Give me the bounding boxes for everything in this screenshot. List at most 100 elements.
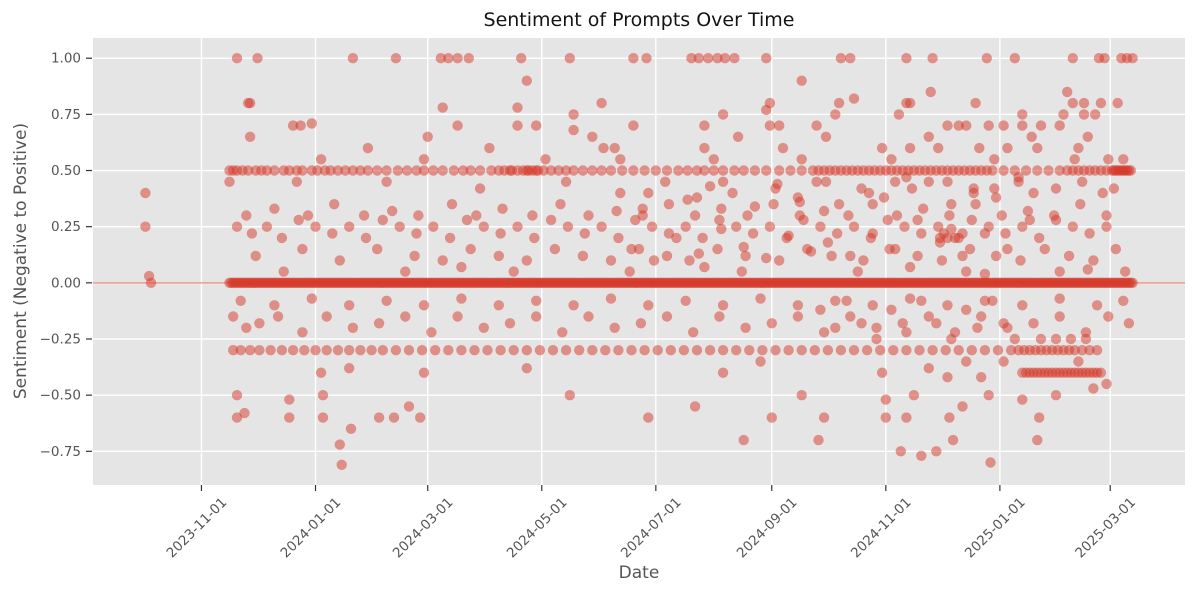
scatter-point: [299, 345, 310, 356]
x-tick-label: 2023-11-01: [163, 495, 230, 562]
scatter-point: [927, 53, 938, 64]
chart-title: Sentiment of Prompts Over Time: [483, 9, 795, 31]
scatter-point: [224, 176, 235, 187]
scatter-point: [529, 232, 540, 244]
scatter-point: [931, 446, 942, 457]
scatter-point: [813, 434, 824, 446]
scatter-point: [456, 293, 467, 304]
scatter-point: [615, 187, 626, 199]
scatter-point: [1015, 255, 1026, 266]
scatter-point: [1000, 228, 1011, 239]
scatter-point: [712, 53, 723, 64]
scatter-point: [923, 363, 934, 374]
scatter-point: [521, 363, 532, 374]
scatter-point: [856, 318, 867, 329]
scatter-point: [757, 345, 768, 356]
scatter-point: [624, 266, 635, 277]
scatter-points: [140, 53, 1138, 470]
scatter-point: [1032, 165, 1043, 176]
scatter-point: [747, 228, 759, 239]
scatter-point: [886, 154, 897, 165]
scatter-point: [486, 165, 497, 176]
scatter-point: [605, 165, 617, 176]
scatter-point: [927, 345, 938, 356]
scatter-point: [244, 131, 256, 142]
scatter-point: [815, 304, 826, 315]
scatter-point: [1127, 277, 1138, 288]
scatter-point: [1009, 333, 1020, 345]
scatter-point: [568, 165, 579, 176]
scatter-point: [979, 295, 991, 306]
scatter-point: [942, 176, 953, 187]
scatter-point: [818, 327, 830, 338]
scatter-point: [1050, 390, 1062, 401]
scatter-point: [497, 203, 508, 214]
scatter-point: [680, 295, 691, 306]
scatter-point: [861, 345, 873, 356]
scatter-point: [876, 367, 888, 378]
scatter-point: [1088, 383, 1099, 394]
scatter-point: [742, 210, 753, 221]
scatter-point: [241, 210, 252, 221]
scatter-point: [652, 345, 663, 356]
scatter-point: [278, 266, 289, 277]
scatter-point: [521, 345, 532, 356]
scatter-point: [531, 120, 542, 131]
scatter-point: [231, 53, 243, 64]
scatter-point: [347, 165, 359, 176]
scatter-point: [848, 221, 860, 232]
scatter-point: [717, 165, 729, 176]
scatter-point: [562, 221, 574, 232]
scatter-point: [890, 243, 901, 255]
x-tick-label: 2024-03-01: [390, 495, 457, 562]
scatter-point: [891, 210, 903, 221]
scatter-point: [699, 165, 710, 176]
scatter-point: [981, 53, 992, 64]
scatter-point: [886, 304, 897, 315]
tick-marks: [86, 57, 1111, 491]
scatter-point: [574, 345, 585, 356]
scatter-point: [140, 221, 151, 232]
scatter-point: [796, 345, 807, 356]
scatter-point: [1005, 345, 1017, 356]
scatter-point: [901, 327, 912, 338]
scatter-point: [387, 205, 398, 217]
scatter-point: [833, 199, 845, 210]
plot-background: [93, 38, 1185, 485]
scatter-point: [693, 248, 704, 259]
scatter-point: [942, 232, 953, 244]
scatter-point: [940, 345, 951, 356]
scatter-point: [717, 300, 729, 311]
scatter-point: [1082, 131, 1094, 142]
scatter-point: [1017, 221, 1028, 232]
scatter-point: [845, 250, 856, 262]
scatter-point: [360, 232, 372, 244]
scatter-point: [964, 243, 976, 255]
scatter-point: [871, 322, 882, 333]
scatter-point: [1020, 165, 1032, 176]
scatter-point: [714, 214, 725, 226]
scatter-point: [508, 266, 519, 277]
x-tick-label: 2025-03-01: [1072, 495, 1139, 562]
scatter-point: [613, 345, 624, 356]
scatter-point: [555, 199, 566, 210]
scatter-point: [731, 221, 742, 232]
scatter-point: [327, 228, 338, 239]
scatter-point: [269, 165, 280, 176]
scatter-point: [484, 142, 495, 154]
scatter-point: [1123, 318, 1135, 329]
scatter-point: [704, 345, 716, 356]
scatter-point: [493, 300, 504, 311]
scatter-point: [774, 165, 785, 176]
scatter-point: [998, 165, 1009, 176]
scatter-point: [1054, 165, 1065, 176]
scatter-point: [1017, 120, 1028, 131]
scatter-point: [833, 97, 845, 109]
scatter-point: [820, 176, 832, 187]
scatter-point: [512, 221, 523, 232]
scatter-point: [1069, 154, 1080, 165]
scatter-point: [560, 176, 572, 187]
scatter-point: [680, 221, 691, 232]
scatter-point: [863, 187, 875, 199]
scatter-point: [953, 345, 964, 356]
